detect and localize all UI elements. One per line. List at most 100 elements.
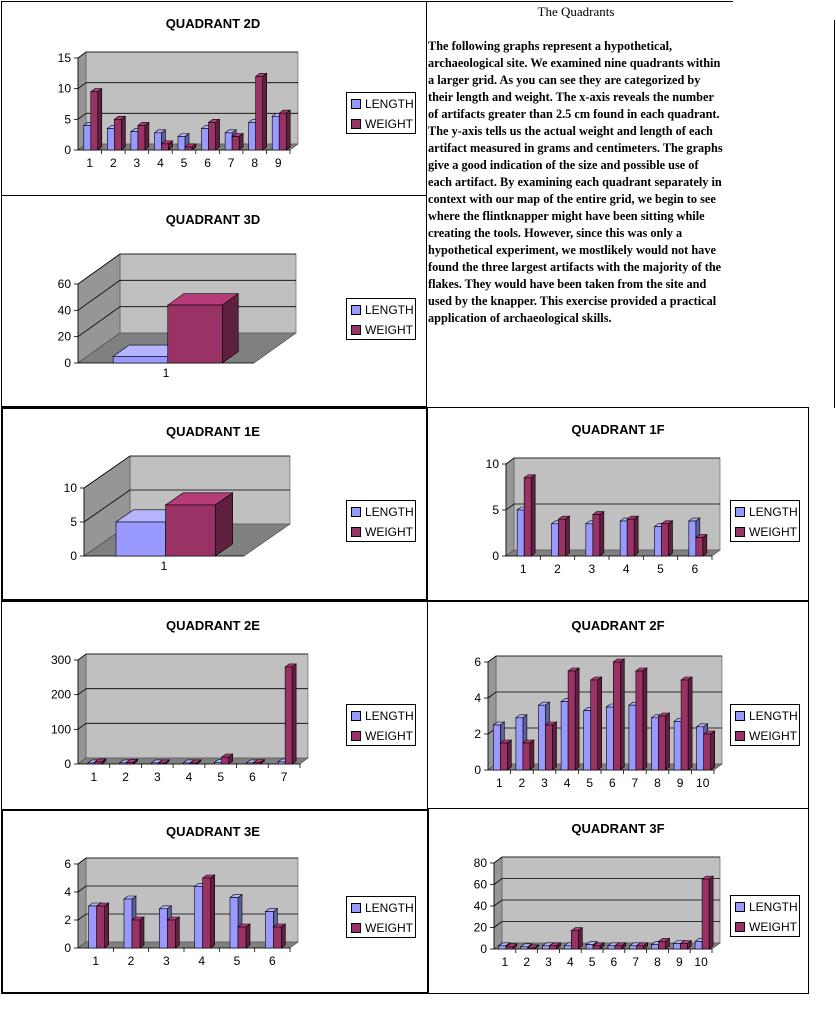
x-tick-label: 4 <box>564 776 571 790</box>
bar-weight <box>166 293 240 364</box>
plot-back-wall <box>85 653 309 759</box>
legend-item-weight: WEIGHT <box>735 525 797 539</box>
x-tick-label: 5 <box>586 776 593 790</box>
x-tick-label: 1 <box>86 156 93 170</box>
bar-front-face <box>248 122 256 151</box>
bar-weight <box>252 759 266 765</box>
chart-quadrant-1e: QUADRANT 1E 0 5 10 1 LENGTH WEIGHT <box>0 408 427 601</box>
y-tick-label: 6 <box>64 857 71 871</box>
bar-front-face <box>131 919 141 949</box>
chart-legend: LENGTH WEIGHT <box>730 500 800 542</box>
bar-front-face <box>592 945 601 950</box>
panel-frame-1f <box>427 407 809 601</box>
x-tick-label: 2 <box>128 954 135 968</box>
bar-front-face <box>515 717 524 771</box>
gridline <box>77 913 298 921</box>
bar-side-face <box>175 916 180 949</box>
legend-label: LENGTH <box>365 303 414 317</box>
bar-side-face <box>702 533 708 557</box>
bar-weight <box>201 874 216 949</box>
chart-plot-svg: 0 2 4 6 1 2 3 4 5 6 7 8 9 10 <box>474 655 723 790</box>
bar-front-face <box>523 477 532 557</box>
x-tick-label: 1 <box>502 955 509 969</box>
gridline <box>77 253 296 285</box>
bar-front-face <box>284 666 293 765</box>
bar-side-face <box>210 874 215 949</box>
bar-side-face <box>245 923 251 949</box>
x-tick-label: 4 <box>186 770 193 784</box>
bar-weight <box>231 132 245 151</box>
bar-side-face <box>665 712 670 771</box>
bar-front-face <box>278 112 287 151</box>
bar-weight <box>589 676 603 771</box>
bar-side-face <box>529 739 535 771</box>
x-tick-label: 7 <box>281 770 288 784</box>
chart-legend: LENGTH WEIGHT <box>346 500 416 542</box>
bar-weight <box>612 658 626 771</box>
legend-label: LENGTH <box>365 709 414 723</box>
x-tick-label: 3 <box>541 776 548 790</box>
chart-quadrant-1f: QUADRANT 1F 0 5 10 1 2 3 4 5 6 LENGTH WEIGHT <box>428 408 808 601</box>
x-tick-label: 7 <box>228 156 235 170</box>
bar-front-face <box>253 762 261 765</box>
gridline <box>77 279 296 311</box>
x-tick-label: 4 <box>157 156 164 170</box>
x-tick-label: 6 <box>204 156 211 170</box>
x-tick-label: 1 <box>520 562 527 576</box>
legend-swatch <box>351 304 361 315</box>
bar-front-face <box>567 670 576 771</box>
bar-front-face <box>538 704 546 771</box>
bar-weight <box>591 510 605 557</box>
chart-title: QUADRANT 2E <box>166 618 260 633</box>
bar-front-face <box>654 526 662 557</box>
legend-swatch <box>351 118 361 129</box>
bar-front-face <box>695 537 704 557</box>
bar-side-face <box>597 676 602 771</box>
divider-2d-3d <box>1 195 427 196</box>
chart-quadrant-3f: QUADRANT 3F 0 20 40 60 80 1 2 3 4 5 6 7 8 9 10 LENGTH WEI… <box>428 809 808 994</box>
y-tick-label: 4 <box>474 691 481 705</box>
bar-side-face <box>668 520 673 557</box>
x-tick-label: 2 <box>110 156 117 170</box>
y-tick-label: 0 <box>492 549 499 563</box>
x-tick-label: 3 <box>588 562 595 576</box>
bar-weight <box>702 730 716 771</box>
bar-side-face <box>291 663 297 765</box>
description-body: The following graphs represent a hypothe… <box>428 39 723 325</box>
bar-side-face <box>620 658 625 771</box>
legend-item-length: LENGTH <box>351 901 414 915</box>
bar-front-face <box>498 945 507 950</box>
legend-swatch <box>351 730 361 741</box>
bar-front-face <box>500 742 508 771</box>
y-tick-label: 2 <box>474 727 481 741</box>
gridline <box>487 655 722 663</box>
bar-weight <box>626 515 640 557</box>
legend-label: WEIGHT <box>365 117 413 131</box>
x-tick-label: 10 <box>696 776 710 790</box>
bar-side-face <box>139 916 145 949</box>
y-tick-label: 20 <box>58 330 72 344</box>
x-tick-label: 5 <box>234 954 241 968</box>
x-tick-label: 1 <box>163 366 170 380</box>
bar-front-face <box>571 930 579 950</box>
bar-weight <box>125 758 139 765</box>
bar-front-face <box>522 742 531 771</box>
chart-legend: LENGTH WEIGHT <box>346 704 416 746</box>
bar-side-face <box>222 293 239 364</box>
bar-front-face <box>635 670 644 771</box>
bar-side-face <box>599 510 605 557</box>
x-tick-label: 3 <box>163 954 170 968</box>
chart-quadrant-2d: QUADRANT 2D 0 5 10 15 1 2 3 4 5 6 7 8 9 LENGTH WEIGHT <box>0 0 427 195</box>
x-tick-label: 9 <box>676 955 683 969</box>
bar-front-face <box>688 520 697 557</box>
legend-item-length: LENGTH <box>735 900 798 914</box>
bar-front-face <box>201 128 209 151</box>
chart-legend: LENGTH WEIGHT <box>346 896 416 938</box>
bar-front-face <box>520 946 528 950</box>
bar-front-face <box>564 945 572 950</box>
y-tick-label: 40 <box>58 303 72 317</box>
legend-swatch <box>735 901 745 912</box>
x-tick-label: 1 <box>496 776 503 790</box>
y-tick-label: 10 <box>64 481 78 495</box>
chart-quadrant-2e: QUADRANT 2E 0 100 200 300 1 2 3 4 5 6 7 LENGTH WEIGHT <box>0 602 427 809</box>
